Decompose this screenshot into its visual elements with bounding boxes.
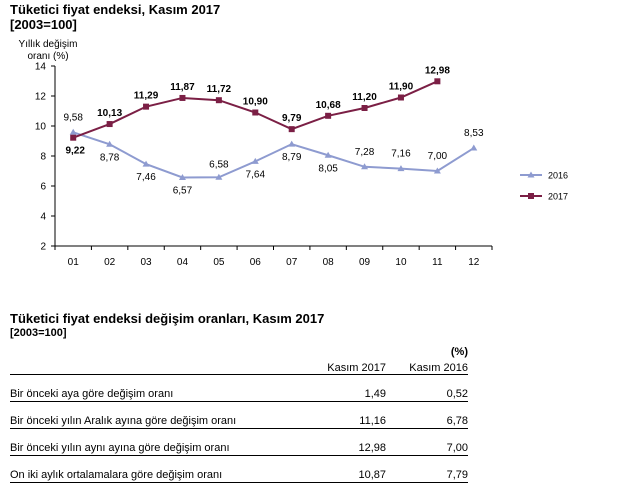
x-tick-label: 04 (177, 257, 189, 268)
data-label-2016: 6,57 (173, 185, 193, 196)
table-subtitle: [2003=100] (10, 327, 67, 339)
row-label: Bir önceki yılın Aralık ayına göre değiş… (10, 401, 266, 429)
x-tick-label: 01 (68, 257, 80, 268)
column-header-2017: Kasım 2017 (266, 358, 404, 375)
x-tick-label: 06 (250, 257, 262, 268)
x-tick-label: 07 (286, 257, 298, 268)
y-tick-label: 4 (40, 212, 46, 223)
data-label-2016: 7,16 (391, 149, 411, 160)
point-2016 (106, 140, 114, 147)
point-2016 (69, 128, 77, 135)
point-2016 (251, 157, 259, 164)
data-label-2017: 9,79 (282, 113, 302, 124)
point-2017 (434, 78, 441, 85)
x-tick-label: 05 (213, 257, 225, 268)
data-label-2016: 6,58 (209, 159, 229, 170)
y-tick-label: 8 (40, 152, 46, 163)
point-2017 (215, 97, 222, 104)
x-tick-label: 10 (395, 257, 407, 268)
point-2016 (324, 151, 332, 158)
data-label-2017: 10,68 (316, 100, 341, 111)
data-label-2016: 7,28 (355, 147, 375, 158)
data-label-2017: 11,29 (134, 91, 159, 102)
x-tick-label: 08 (323, 257, 335, 268)
y-axis-title: Yıllık değişim (19, 39, 78, 50)
y-tick-label: 12 (35, 92, 47, 103)
data-label-2016: 8,53 (464, 128, 484, 139)
data-label-2016: 8,05 (318, 163, 338, 174)
row-label: Bir önceki aya göre değişim oranı (10, 374, 266, 402)
point-2017 (106, 121, 113, 128)
x-tick-label: 11 (432, 257, 443, 268)
table-title: Tüketici fiyat endeksi değişim oranları,… (10, 311, 325, 326)
x-tick-label: 02 (104, 257, 116, 268)
data-label-2016: 8,79 (282, 152, 302, 163)
legend-marker-2016 (527, 171, 535, 178)
point-2016 (178, 173, 186, 180)
table-row: Bir önceki yılın aynı ayına göre değişim… (10, 428, 468, 456)
value-2017: 12,98 (266, 428, 404, 456)
table-row: On iki aylık ortalamalara göre değişim o… (10, 455, 468, 483)
table-row: Bir önceki yılın Aralık ayına göre değiş… (10, 401, 468, 429)
series-line-2016 (72, 131, 475, 179)
point-2016 (433, 167, 441, 174)
header-blank (10, 358, 266, 375)
data-label-2017: 10,90 (243, 97, 268, 108)
y-tick-label: 10 (35, 122, 47, 133)
y-tick-label: 14 (35, 62, 47, 73)
value-2017: 10,87 (266, 455, 404, 483)
point-2017 (325, 112, 332, 119)
data-label-2017: 12,98 (425, 65, 450, 76)
chart-title: Tüketici fiyat endeksi, Kasım 2017 (10, 2, 221, 17)
data-label-2016: 7,46 (136, 172, 156, 183)
point-2017 (70, 134, 77, 141)
data-label-2016: 7,00 (428, 151, 448, 162)
data-label-2017: 9,22 (65, 146, 85, 157)
x-tick-label: 09 (359, 257, 371, 268)
data-label-2017: 11,72 (207, 84, 232, 95)
point-2017 (252, 109, 259, 116)
x-tick-label: 12 (468, 257, 480, 268)
line-chart: 2 4 6 8 10 12 14 01 02 03 04 05 06 07 08 09 10 11 12 Yıllık… (19, 39, 568, 268)
point-2016 (142, 160, 150, 167)
point-2016 (288, 140, 296, 147)
row-label: Bir önceki yılın aynı ayına göre değişim… (10, 428, 266, 456)
point-2016 (470, 144, 478, 151)
column-header-2016: Kasım 2016 (404, 358, 468, 375)
row-label: On iki aylık ortalamalara göre değişim o… (10, 455, 266, 483)
rates-table: (%) Kasım 2017 Kasım 2016 Bir önceki aya… (10, 345, 468, 483)
x-tick-label: 03 (140, 257, 152, 268)
point-2017 (361, 105, 368, 111)
data-label-2017: 11,90 (389, 82, 414, 93)
point-2017 (288, 126, 295, 133)
value-2016: 0,52 (404, 374, 468, 402)
legend-label-2016: 2016 (548, 171, 568, 181)
point-2017 (143, 103, 150, 110)
value-2016: 6,78 (404, 401, 468, 429)
y-axis-title: oranı (%) (27, 51, 68, 62)
point-2017 (397, 94, 404, 101)
data-label-2017: 10,13 (97, 108, 122, 119)
unit-label: (%) (450, 345, 468, 358)
table-row: Bir önceki aya göre değişim oranı 1,49 0… (10, 374, 468, 402)
legend-label-2017: 2017 (548, 192, 568, 202)
data-label-2017: 11,87 (170, 82, 195, 93)
legend-marker-2017 (528, 193, 534, 199)
data-label-2016: 7,64 (246, 169, 266, 180)
point-2016 (215, 173, 223, 180)
point-2016 (397, 165, 405, 172)
value-2016: 7,00 (404, 428, 468, 456)
value-2017: 1,49 (266, 374, 404, 402)
value-2016: 7,79 (404, 455, 468, 483)
chart-subtitle: [2003=100] (10, 17, 77, 32)
data-label-2016: 8,78 (100, 152, 120, 163)
y-tick-label: 6 (40, 182, 46, 193)
point-2017 (179, 94, 186, 101)
y-tick-label: 2 (40, 242, 46, 253)
value-2017: 11,16 (266, 401, 404, 429)
data-label-2017: 11,20 (352, 92, 377, 103)
data-label-2016: 9,58 (63, 112, 83, 123)
point-2016 (361, 163, 369, 170)
